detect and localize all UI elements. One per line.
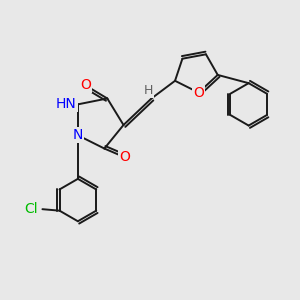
Text: H: H — [143, 84, 153, 97]
Text: HN: HN — [56, 98, 76, 111]
Text: O: O — [119, 150, 130, 164]
Text: O: O — [80, 78, 91, 92]
Text: O: O — [193, 85, 204, 100]
Text: N: N — [73, 128, 83, 142]
Text: Cl: Cl — [25, 202, 38, 216]
